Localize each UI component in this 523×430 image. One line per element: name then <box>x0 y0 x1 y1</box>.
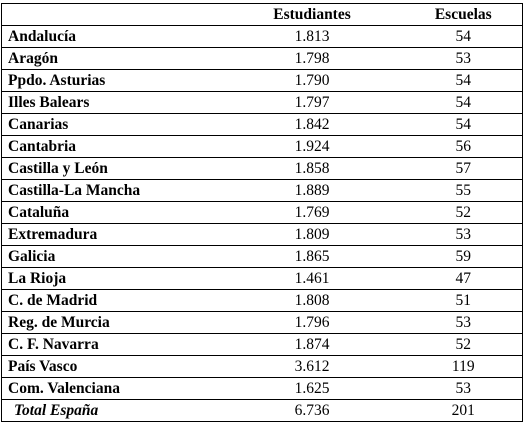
escuelas-value: 54 <box>404 91 523 114</box>
estudiantes-value: 1.808 <box>219 289 405 312</box>
escuelas-value: 47 <box>404 267 523 290</box>
table-row: Andalucía 1.813 54 <box>1 25 523 48</box>
estudiantes-value: 1.858 <box>219 157 405 180</box>
escuelas-value: 52 <box>404 201 523 224</box>
table-row: Cataluña 1.769 52 <box>1 201 523 224</box>
escuelas-value: 53 <box>404 47 523 70</box>
header-row: Estudiantes Escuelas <box>1 3 523 26</box>
region-name: Castilla y León <box>1 157 220 180</box>
escuelas-value: 56 <box>404 135 523 158</box>
escuelas-value: 54 <box>404 113 523 136</box>
total-escuelas: 201 <box>404 399 523 422</box>
region-name: Cantabria <box>1 135 220 158</box>
total-row: Total España 6.736 201 <box>1 399 523 422</box>
table-row: Galicia 1.865 59 <box>1 245 523 268</box>
total-label: Total España <box>1 399 220 422</box>
header-estudiantes: Estudiantes <box>219 3 405 26</box>
region-name: Andalucía <box>1 25 220 48</box>
estudiantes-value: 1.889 <box>219 179 405 202</box>
region-name: C. F. Navarra <box>1 333 220 356</box>
region-name: País Vasco <box>1 355 220 378</box>
escuelas-value: 53 <box>404 311 523 334</box>
table-row: Ppdo. Asturias 1.790 54 <box>1 69 523 92</box>
table-row: La Rioja 1.461 47 <box>1 267 523 290</box>
region-name: Reg. de Murcia <box>1 311 220 334</box>
table-row: C. de Madrid 1.808 51 <box>1 289 523 312</box>
table-row: Cantabria 1.924 56 <box>1 135 523 158</box>
estudiantes-value: 1.625 <box>219 377 405 400</box>
region-name: C. de Madrid <box>1 289 220 312</box>
region-name: Canarias <box>1 113 220 136</box>
estudiantes-value: 1.461 <box>219 267 405 290</box>
table-row: Castilla y León 1.858 57 <box>1 157 523 180</box>
table-row: Extremadura 1.809 53 <box>1 223 523 246</box>
estudiantes-value: 1.790 <box>219 69 405 92</box>
region-name: Cataluña <box>1 201 220 224</box>
region-name: Aragón <box>1 47 220 70</box>
table-row: Aragón 1.798 53 <box>1 47 523 70</box>
data-table-container: Estudiantes Escuelas Andalucía 1.813 54 Ara… <box>1 3 523 422</box>
escuelas-value: 54 <box>404 69 523 92</box>
table-row: Castilla-La Mancha 1.889 55 <box>1 179 523 202</box>
escuelas-value: 59 <box>404 245 523 268</box>
estudiantes-value: 1.813 <box>219 25 405 48</box>
table-row: Reg. de Murcia 1.796 53 <box>1 311 523 334</box>
students-schools-table: Estudiantes Escuelas Andalucía 1.813 54 Ara… <box>1 3 523 422</box>
escuelas-value: 54 <box>404 25 523 48</box>
estudiantes-value: 1.865 <box>219 245 405 268</box>
estudiantes-value: 1.769 <box>219 201 405 224</box>
table-row: Canarias 1.842 54 <box>1 113 523 136</box>
table-row: Illes Balears 1.797 54 <box>1 91 523 114</box>
region-name: Extremadura <box>1 223 220 246</box>
estudiantes-value: 1.797 <box>219 91 405 114</box>
region-name: Illes Balears <box>1 91 220 114</box>
estudiantes-value: 1.924 <box>219 135 405 158</box>
table-row: Com. Valenciana 1.625 53 <box>1 377 523 400</box>
table-row: País Vasco 3.612 119 <box>1 355 523 378</box>
estudiantes-value: 1.809 <box>219 223 405 246</box>
estudiantes-value: 1.798 <box>219 47 405 70</box>
region-name: Ppdo. Asturias <box>1 69 220 92</box>
escuelas-value: 51 <box>404 289 523 312</box>
estudiantes-value: 1.796 <box>219 311 405 334</box>
escuelas-value: 53 <box>404 223 523 246</box>
region-name: Castilla-La Mancha <box>1 179 220 202</box>
escuelas-value: 52 <box>404 333 523 356</box>
region-name: Com. Valenciana <box>1 377 220 400</box>
table-body: Andalucía 1.813 54 Aragón 1.798 53 Ppdo. Astur… <box>1 25 523 422</box>
escuelas-value: 55 <box>404 179 523 202</box>
estudiantes-value: 1.842 <box>219 113 405 136</box>
table-row: C. F. Navarra 1.874 52 <box>1 333 523 356</box>
total-estudiantes: 6.736 <box>219 399 405 422</box>
table-header: Estudiantes Escuelas <box>1 3 523 26</box>
header-region <box>1 3 220 26</box>
header-escuelas: Escuelas <box>404 3 523 26</box>
estudiantes-value: 1.874 <box>219 333 405 356</box>
escuelas-value: 57 <box>404 157 523 180</box>
estudiantes-value: 3.612 <box>219 355 405 378</box>
region-name: La Rioja <box>1 267 220 290</box>
escuelas-value: 119 <box>404 355 523 378</box>
escuelas-value: 53 <box>404 377 523 400</box>
region-name: Galicia <box>1 245 220 268</box>
